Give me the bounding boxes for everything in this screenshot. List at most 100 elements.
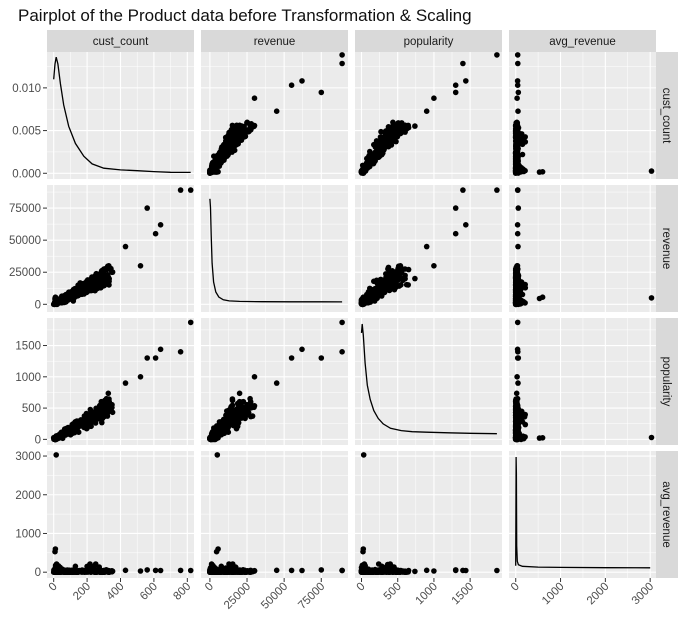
data-point [494, 187, 500, 193]
data-point [108, 265, 114, 272]
data-point [229, 419, 236, 426]
data-point [518, 279, 525, 286]
data-point [360, 169, 366, 175]
data-point [288, 82, 295, 88]
data-point [412, 275, 418, 282]
data-point [514, 78, 521, 84]
data-point [518, 297, 525, 304]
data-point [64, 568, 70, 575]
data-point [144, 205, 150, 211]
data-point [339, 567, 345, 574]
data-point [53, 452, 59, 458]
data-point [234, 423, 241, 430]
data-point [137, 374, 144, 380]
data-point [513, 390, 520, 397]
data-point [214, 452, 221, 458]
data-point [512, 128, 519, 134]
data-point [373, 138, 380, 144]
data-point [218, 156, 224, 162]
data-point [514, 230, 521, 237]
data-point [339, 349, 345, 355]
data-point [522, 421, 529, 428]
data-point [152, 230, 159, 237]
panel-revenue-vs-avg_revenue [509, 185, 656, 312]
data-point [57, 564, 63, 571]
data-point [514, 405, 520, 411]
data-point [514, 295, 520, 302]
data-point [221, 151, 227, 158]
data-point [514, 138, 521, 144]
data-point [460, 187, 466, 193]
data-point [213, 169, 220, 175]
data-point [144, 567, 150, 573]
panel-avg_revenue-vs-revenue [201, 451, 348, 578]
data-point [513, 286, 519, 293]
data-point [229, 397, 236, 404]
data-point [67, 291, 74, 298]
panel-cust_count-vs-avg_revenue [509, 52, 656, 179]
data-point [288, 355, 295, 361]
data-point [226, 407, 232, 413]
data-point [515, 205, 522, 211]
data-point [211, 564, 218, 571]
data-point [514, 263, 520, 269]
data-point [374, 295, 380, 302]
data-point [157, 346, 164, 353]
data-point [236, 390, 243, 397]
data-point [452, 82, 459, 88]
data-point [187, 319, 194, 326]
panel-background [509, 318, 656, 445]
data-point [241, 133, 248, 140]
data-point [103, 272, 110, 279]
data-point [383, 128, 389, 134]
data-point [227, 413, 233, 420]
data-point [246, 128, 253, 134]
data-point [251, 95, 258, 101]
data-point [75, 282, 81, 289]
data-point [83, 286, 90, 293]
panel-background [509, 185, 656, 312]
data-point [299, 567, 305, 574]
data-point [378, 286, 384, 293]
data-point [514, 374, 520, 380]
data-point [514, 423, 521, 430]
data-point [431, 263, 437, 269]
data-point [412, 123, 418, 129]
data-point [452, 205, 459, 211]
data-point [87, 406, 94, 413]
data-point [88, 277, 94, 284]
data-point [648, 168, 655, 174]
panel-background [355, 318, 502, 445]
data-point [251, 568, 258, 574]
data-point [514, 222, 521, 228]
data-point [405, 266, 412, 273]
data-point [402, 272, 408, 279]
data-point [64, 295, 70, 302]
data-point [514, 121, 520, 127]
data-point [177, 567, 184, 574]
data-point [213, 435, 220, 441]
data-point [514, 159, 520, 165]
data-point [318, 89, 325, 96]
data-point [514, 346, 521, 353]
data-point [144, 355, 150, 361]
data-point [395, 265, 401, 272]
data-point [273, 108, 280, 114]
data-point [536, 295, 543, 302]
data-point [229, 138, 236, 144]
data-point [392, 284, 399, 291]
data-point [240, 398, 247, 405]
panel-revenue-vs-cust_count [47, 185, 194, 312]
data-point [229, 149, 235, 155]
data-point [373, 277, 380, 284]
data-point [157, 222, 164, 228]
data-point [248, 121, 255, 127]
data-point [288, 567, 295, 574]
data-point [105, 390, 112, 397]
data-point [339, 60, 345, 67]
data-point [83, 282, 89, 288]
data-point [213, 159, 220, 165]
data-point [378, 138, 384, 144]
data-point [374, 145, 381, 152]
data-point [104, 413, 111, 419]
